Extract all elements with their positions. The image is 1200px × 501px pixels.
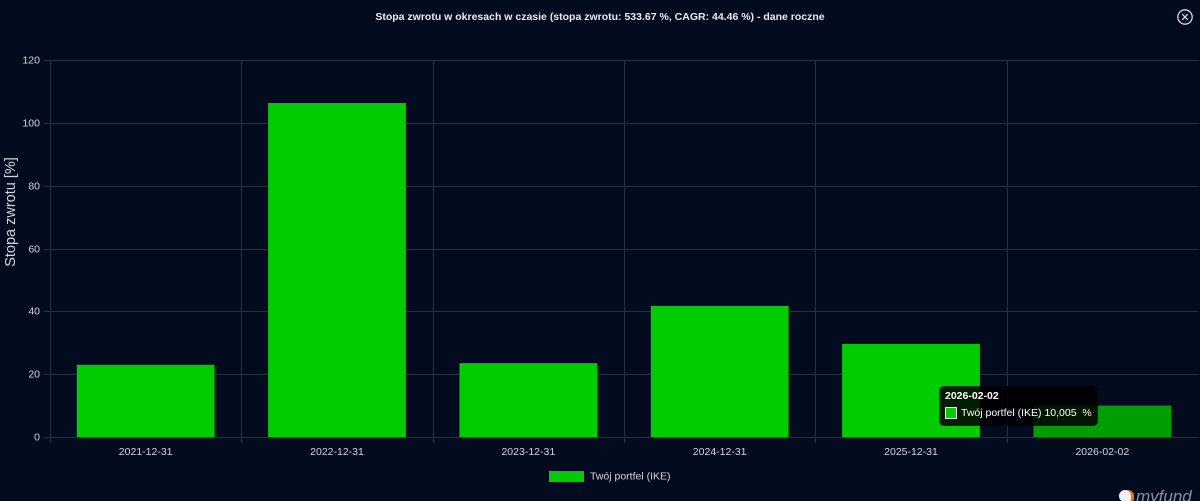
x-tick-labels: 2021-12-31 2022-12-31 2023-12-31 2024-12-31… (119, 446, 1130, 458)
x-tick-label: 2026-02-02 (1075, 446, 1129, 458)
logo-icon (1119, 490, 1131, 501)
tooltip-row: Twój portfel (IKE) 10,005 % (945, 406, 1092, 420)
bar[interactable] (650, 305, 789, 437)
bar[interactable] (76, 364, 215, 437)
y-tick-label: 120 (22, 55, 40, 67)
bars (76, 103, 1172, 437)
logo-text: myfund (1136, 487, 1192, 501)
y-axis-title: Stopa zwrotu [%] (3, 157, 19, 267)
y-tick-labels: 0 20 40 60 80 100 120 (22, 55, 40, 444)
x-tick-label: 2022-12-31 (310, 446, 364, 458)
legend-label: Twój portfel (IKE) (590, 471, 671, 483)
y-tick-label: 100 (22, 118, 40, 130)
y-tick-label: 40 (28, 306, 40, 318)
tooltip: 2026-02-02 Twój portfel (IKE) 10,005 % (939, 386, 1098, 426)
y-tick-label: 0 (34, 432, 40, 444)
tooltip-color-swatch (945, 407, 957, 419)
bar[interactable] (268, 103, 406, 437)
close-icon (1177, 9, 1193, 25)
legend-color-swatch (549, 471, 584, 482)
chart-title: Stopa zwrotu w okresach w czasie (stopa … (375, 11, 825, 23)
y-tick-label: 20 (28, 369, 40, 381)
legend-item[interactable]: Twój portfel (IKE) (549, 471, 671, 483)
y-tick-label: 80 (28, 181, 40, 193)
y-tick-label: 60 (28, 244, 40, 256)
x-tick-label: 2023-12-31 (501, 446, 555, 458)
bar[interactable] (459, 363, 598, 437)
logo: myfund (1116, 487, 1200, 501)
x-tick-label: 2025-12-31 (884, 446, 938, 458)
tooltip-title: 2026-02-02 (945, 390, 999, 402)
x-tick-label: 2024-12-31 (693, 446, 747, 458)
x-gridlines (50, 60, 1008, 443)
x-tick-label: 2021-12-31 (119, 446, 173, 458)
tooltip-label: Twój portfel (IKE) 10,005 % (961, 407, 1092, 419)
y-gridlines (44, 60, 1198, 438)
close-button[interactable] (1176, 8, 1194, 26)
